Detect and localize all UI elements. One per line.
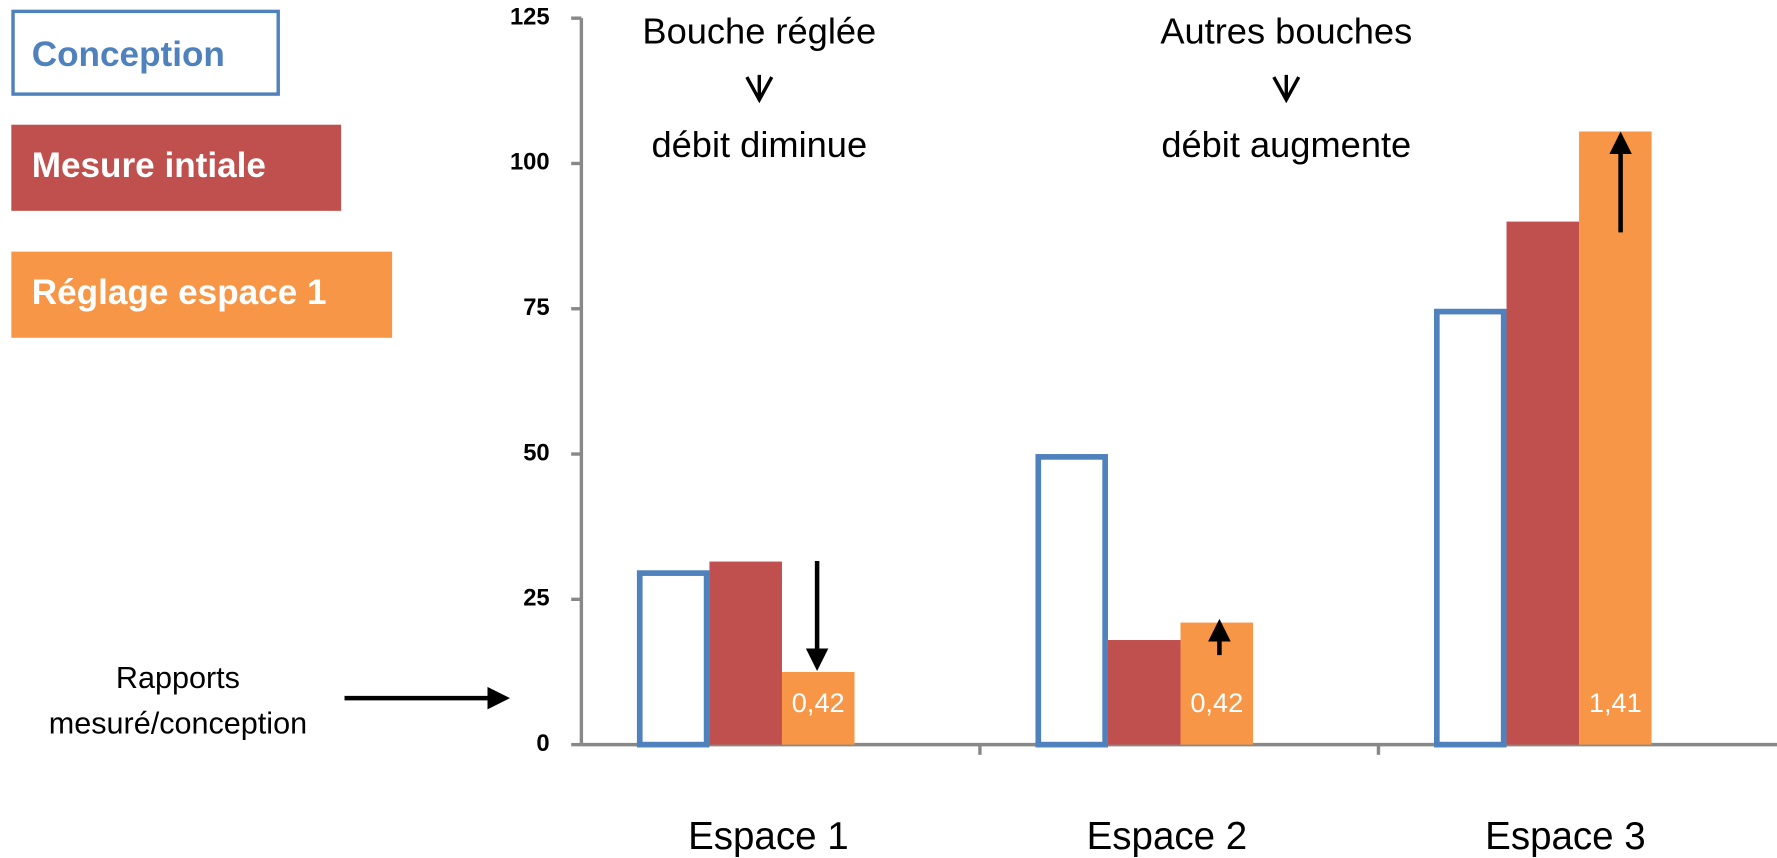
legend-swatch [11, 9, 280, 96]
legend-label: Réglage espace 1 [32, 273, 327, 312]
annotation: débit augmente [1161, 124, 1411, 165]
bar [1506, 221, 1580, 745]
bar [1579, 131, 1652, 745]
x-tick-label: Espace 1 [688, 815, 849, 858]
legend-label: Conception [32, 35, 225, 74]
y-tick-label: 100 [510, 149, 550, 176]
legend-label: Mesure intiale [32, 146, 266, 185]
annotation: Bouche réglée [642, 11, 876, 52]
bar-annotation: 0,42 [792, 687, 845, 718]
annotation: débit diminue [651, 124, 867, 165]
bar [1107, 640, 1181, 745]
down-arrow [745, 74, 774, 104]
bar [709, 561, 782, 745]
bar-annotation: 0,42 [1190, 687, 1243, 718]
legend-swatch [11, 124, 342, 211]
y-tick-label: 75 [523, 294, 549, 321]
bar [1433, 308, 1507, 748]
bar [781, 671, 855, 745]
bar [1035, 454, 1108, 748]
x-tick-label: Espace 3 [1485, 815, 1646, 858]
down-arrow [1272, 74, 1301, 104]
side-note: mesuré/conception [49, 706, 307, 740]
x-tick-label: Espace 2 [1087, 815, 1248, 858]
y-tick-label: 0 [536, 730, 549, 757]
legend-swatch [11, 251, 393, 338]
bar [636, 570, 710, 748]
y-tick-label: 25 [523, 585, 549, 612]
bar-annotation: 1,41 [1589, 687, 1642, 718]
side-note: Rapports [116, 661, 240, 695]
y-tick-label: 125 [510, 3, 550, 30]
y-tick-label: 50 [523, 439, 549, 466]
annotation: Autres bouches [1160, 11, 1412, 52]
bar [1180, 622, 1254, 745]
